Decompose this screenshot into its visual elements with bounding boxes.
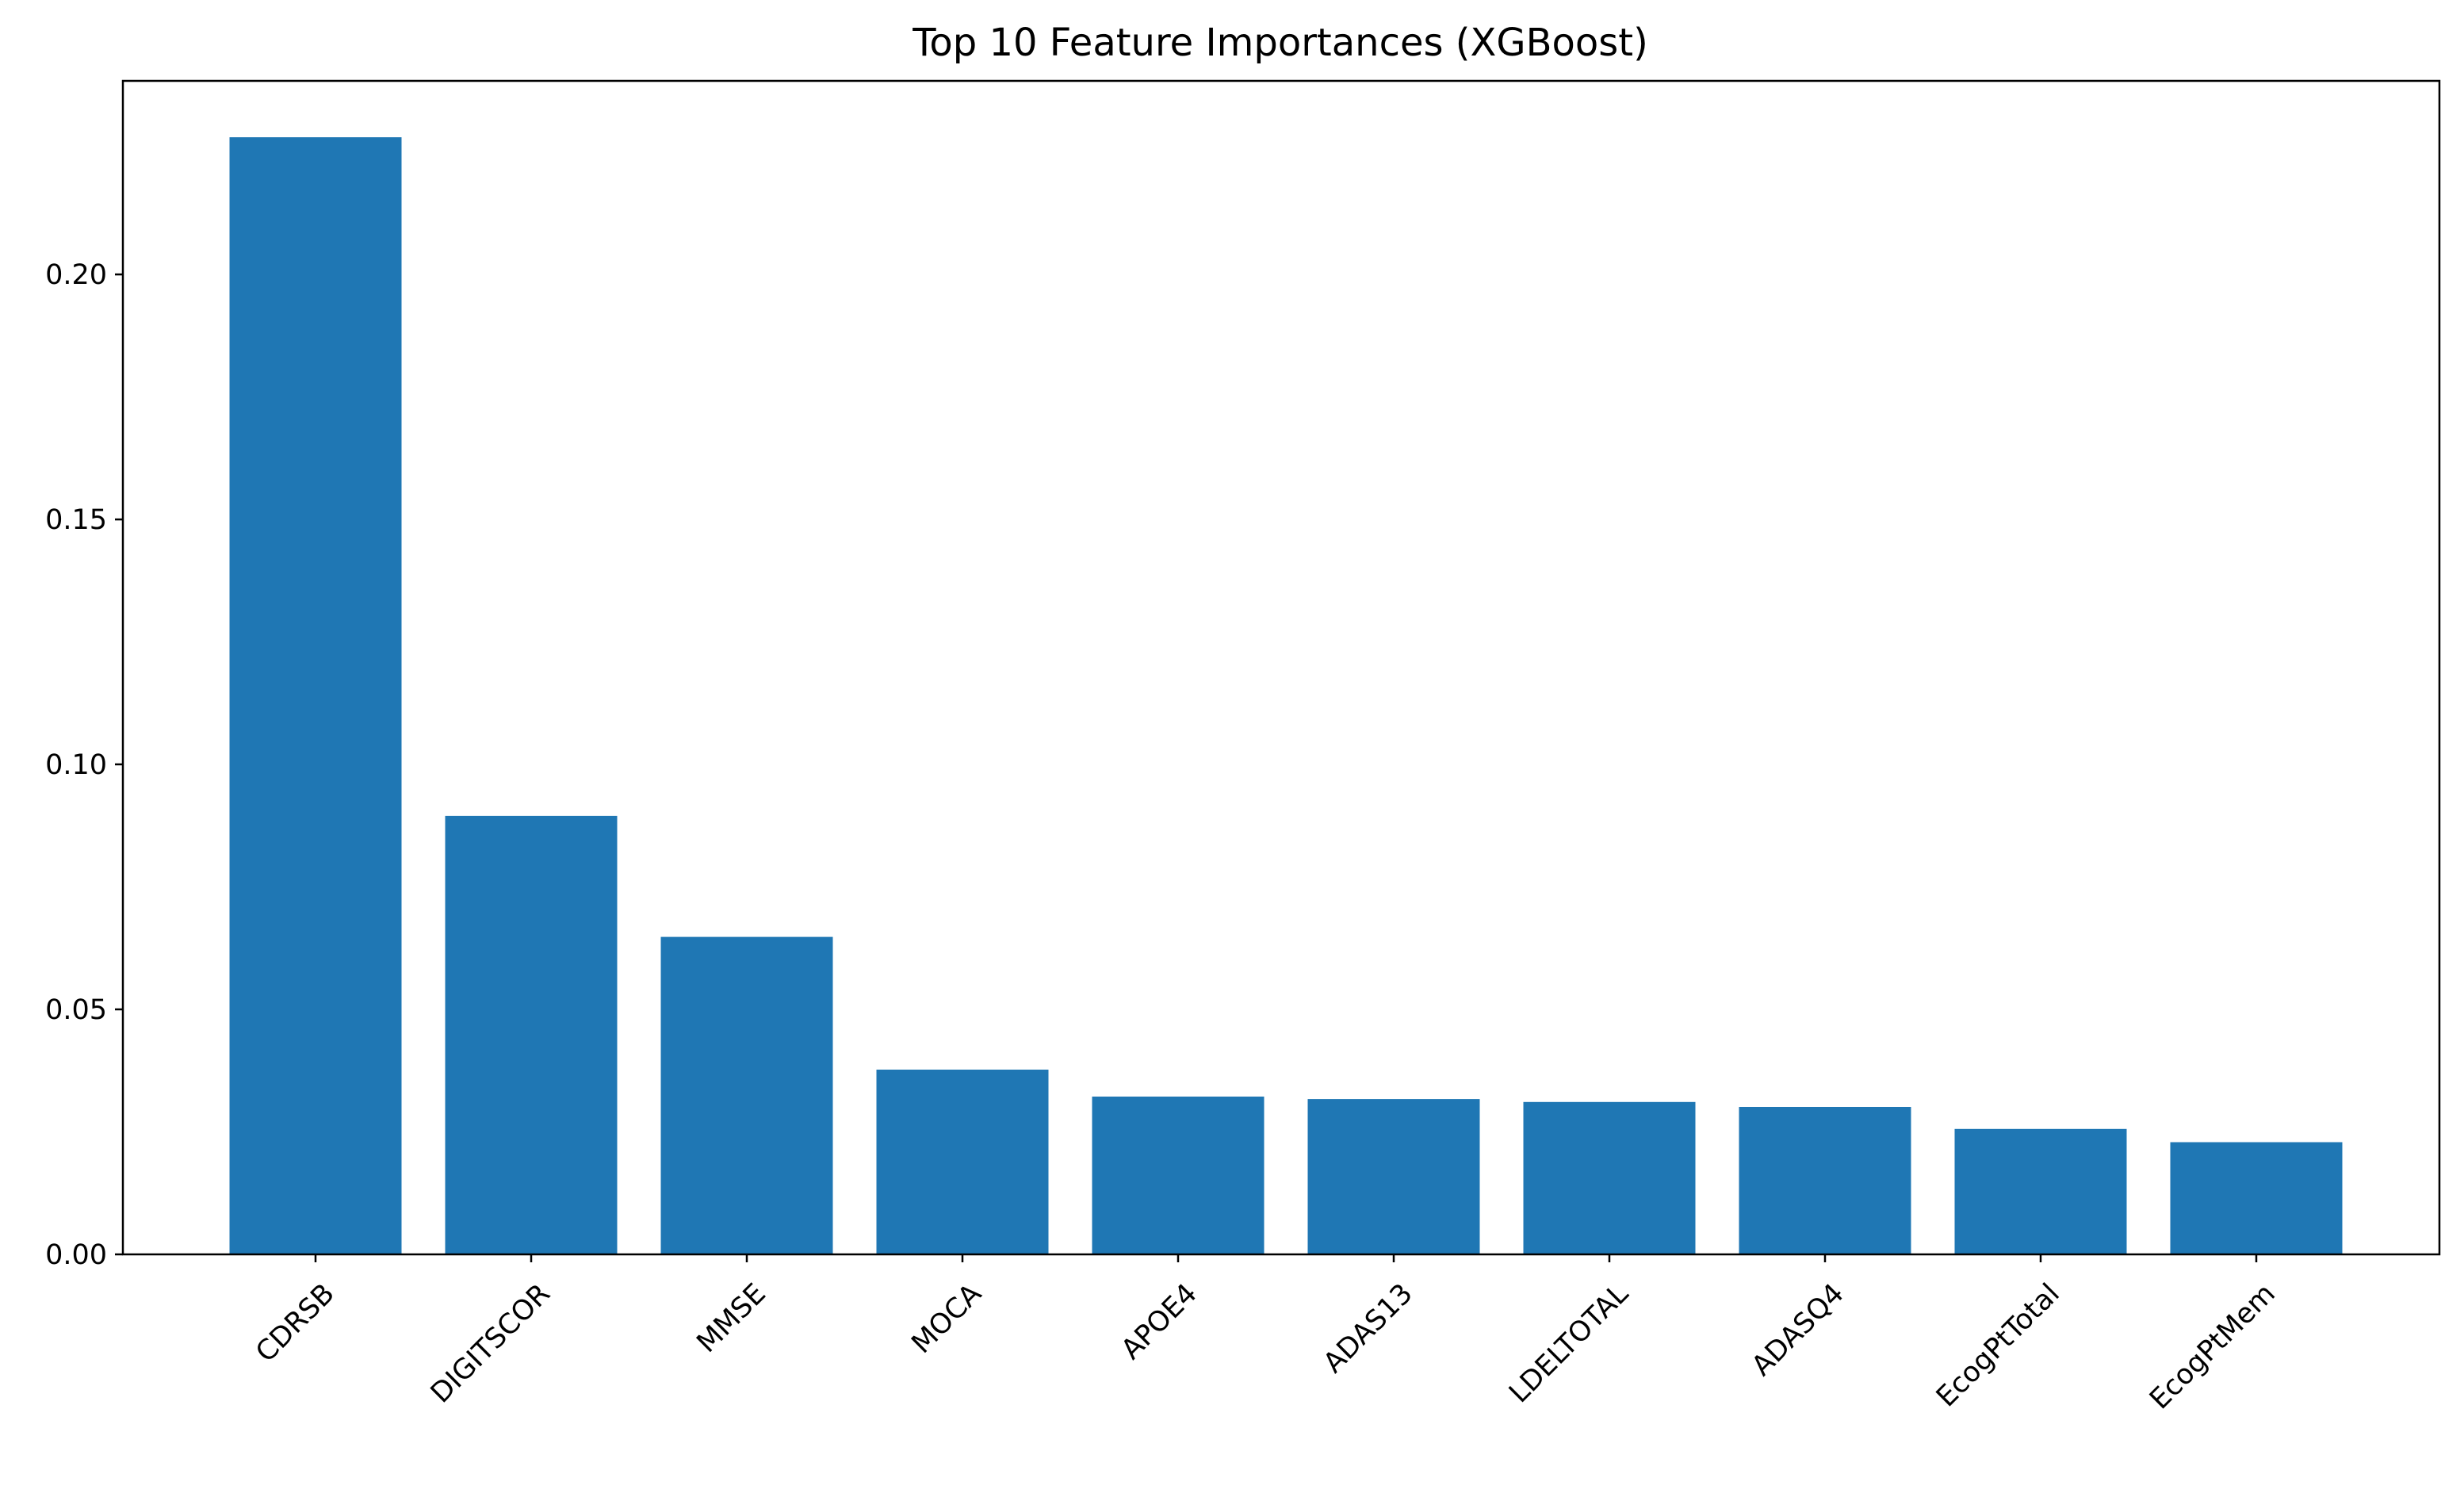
bar-ecogpttotal bbox=[1954, 1128, 2127, 1254]
plot-frame bbox=[121, 79, 2441, 1256]
y-tick-label: 0.10 bbox=[45, 749, 107, 781]
y-tick-label: 0.15 bbox=[45, 504, 107, 536]
y-tick-label: 0.00 bbox=[45, 1239, 107, 1271]
bar-mmse bbox=[660, 936, 833, 1254]
chart-title: Top 10 Feature Importances (XGBoost) bbox=[912, 21, 1648, 65]
x-tick-label: LDELTOTAL bbox=[1503, 1277, 1635, 1409]
x-tick-label: ADAS13 bbox=[1318, 1278, 1419, 1380]
x-tick-label: EcogPtMem bbox=[2144, 1278, 2282, 1416]
x-tick-label: APOE4 bbox=[1115, 1278, 1203, 1366]
y-axis: 0.00 0.05 0.10 0.15 0.20 bbox=[45, 259, 123, 1271]
bar-cdrsb bbox=[229, 137, 402, 1255]
bar-ecogptmem bbox=[2170, 1142, 2343, 1254]
bar-adasq4 bbox=[1739, 1107, 1911, 1254]
y-tick-label: 0.20 bbox=[45, 259, 107, 291]
x-tick-label: CDRSB bbox=[250, 1278, 341, 1369]
bar-ldeltotal bbox=[1523, 1101, 1696, 1254]
x-tick-label: MMSE bbox=[691, 1278, 772, 1359]
bar-adas13 bbox=[1307, 1099, 1480, 1254]
x-axis: CDRSB DIGITSCOR MMSE MOCA APOE4 ADAS13 LDELTOT… bbox=[250, 1254, 2282, 1415]
y-tick-label: 0.05 bbox=[45, 994, 107, 1026]
x-tick-label: ADASQ4 bbox=[1746, 1278, 1850, 1383]
bar-apoe4 bbox=[1092, 1097, 1265, 1254]
bars bbox=[229, 137, 2343, 1255]
bar-digitscor bbox=[445, 815, 618, 1254]
x-tick-label: EcogPtTotal bbox=[1930, 1278, 2066, 1414]
bar-moca bbox=[876, 1070, 1049, 1254]
x-tick-label: DIGITSCOR bbox=[425, 1278, 557, 1410]
x-tick-label: MOCA bbox=[906, 1278, 988, 1360]
